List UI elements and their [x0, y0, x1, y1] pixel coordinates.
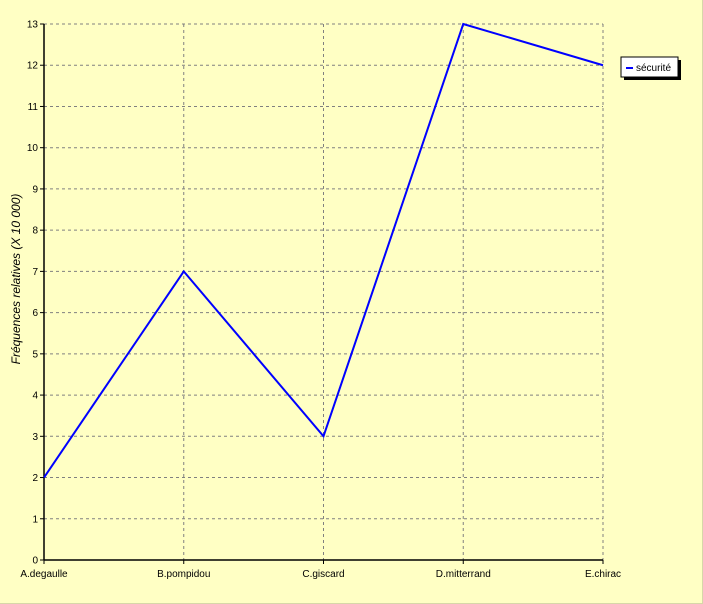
y-tick-label: 9 [32, 184, 38, 195]
x-tick-label: A.degaulle [20, 569, 68, 580]
y-tick-label: 1 [32, 514, 38, 525]
y-tick-label: 13 [27, 20, 39, 31]
gridlines [44, 23, 604, 560]
legend: sécurité [620, 56, 681, 80]
y-tick-label: 11 [28, 102, 39, 113]
y-tick-label: 5 [32, 349, 38, 360]
x-tick-label: C.giscard [302, 569, 344, 580]
x-tick-label: D.mitterrand [436, 569, 491, 580]
y-tick-label: 4 [32, 391, 38, 402]
legend-label-securite: sécurité [636, 63, 671, 74]
legend-box [620, 56, 679, 78]
y-tick-label: 12 [27, 61, 39, 72]
y-tick-label: 3 [32, 432, 38, 443]
y-tick-label: 7 [32, 267, 38, 278]
y-tick-label: 8 [32, 226, 38, 237]
y-axis-title: Fréquences relatives (X 10 000) [9, 194, 23, 365]
y-tick-label: 10 [27, 143, 39, 154]
series-layer [43, 22, 604, 479]
y-tick-label: 2 [32, 473, 38, 484]
x-tick-label: E.chirac [585, 569, 621, 580]
y-tick-label: 0 [32, 556, 38, 567]
x-tick-label: B.pompidou [157, 569, 210, 580]
y-tick-label: 6 [32, 308, 38, 319]
axes [40, 23, 604, 564]
